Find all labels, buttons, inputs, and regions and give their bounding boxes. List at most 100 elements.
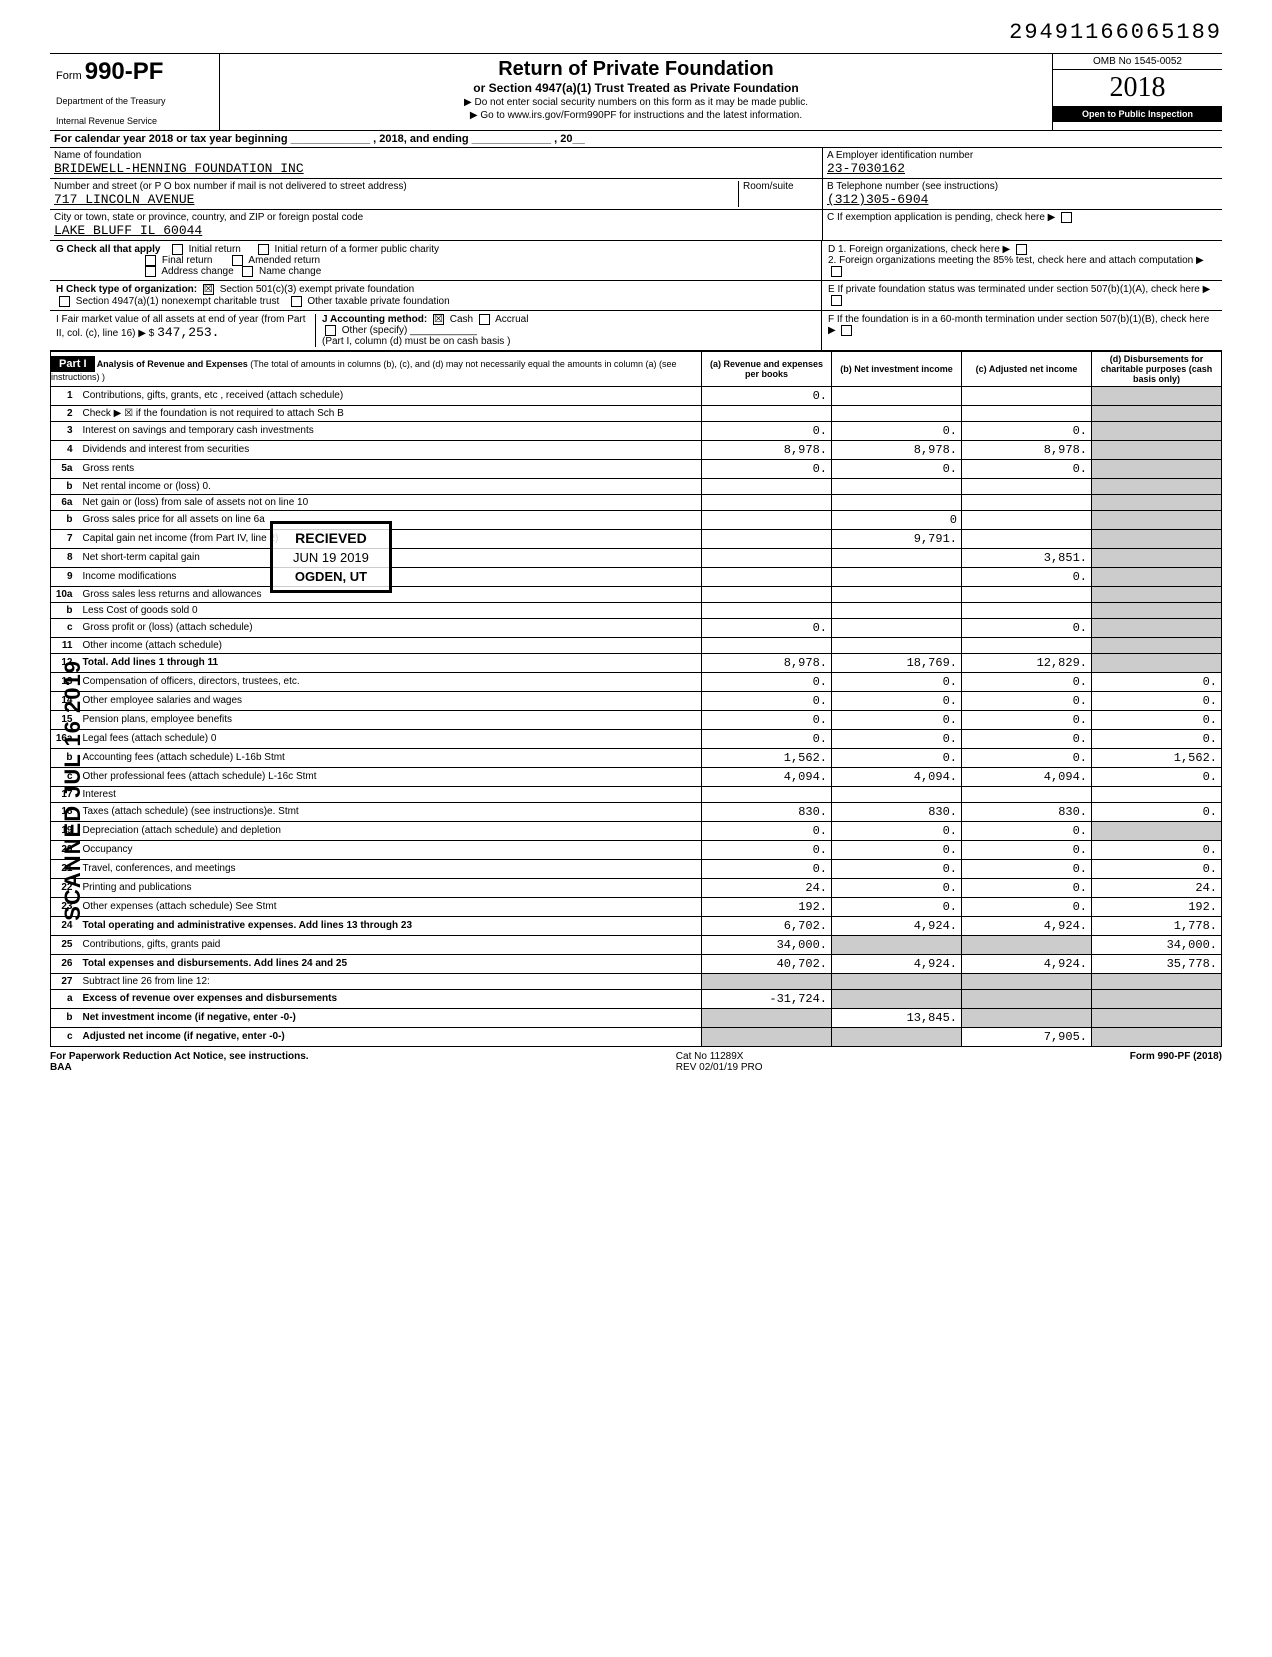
table-row: 10aGross sales less returns and allowanc… — [51, 586, 1222, 602]
col-d-value — [1092, 1027, 1222, 1046]
line-description: Total operating and administrative expen… — [79, 916, 702, 935]
col-a-value — [702, 510, 832, 529]
initial-former-checkbox[interactable] — [258, 244, 269, 255]
line-number: b — [51, 478, 79, 494]
footer-baa: BAA — [50, 1062, 72, 1073]
foundation-name: BRIDEWELL-HENNING FOUNDATION INC — [54, 161, 818, 176]
col-d-value: 1,562. — [1092, 748, 1222, 767]
col-a-value: 0. — [702, 421, 832, 440]
table-row: 7Capital gain net income (from Part IV, … — [51, 529, 1222, 548]
col-d-value — [1092, 637, 1222, 653]
col-c-value: 0. — [962, 897, 1092, 916]
line-number: b — [51, 510, 79, 529]
col-c-value — [962, 586, 1092, 602]
table-row: 23Other expenses (attach schedule) See S… — [51, 897, 1222, 916]
city-label: City or town, state or province, country… — [54, 212, 818, 223]
col-b-value: 13,845. — [832, 1008, 962, 1027]
name-change-checkbox[interactable] — [242, 266, 253, 277]
col-d-value: 0. — [1092, 710, 1222, 729]
form-subtitle: or Section 4947(a)(1) Trust Treated as P… — [228, 81, 1044, 95]
initial-checkbox[interactable] — [172, 244, 183, 255]
amended-checkbox[interactable] — [232, 255, 243, 266]
col-c-value — [962, 637, 1092, 653]
part1-title: Analysis of Revenue and Expenses — [97, 359, 248, 369]
col-c-value: 830. — [962, 802, 1092, 821]
line-number: 14 — [51, 691, 79, 710]
col-c-value: 0. — [962, 710, 1092, 729]
g-label: G Check all that apply — [56, 244, 160, 255]
h-other-checkbox[interactable] — [291, 296, 302, 307]
table-row: 5aGross rents0.0.0. — [51, 459, 1222, 478]
col-b-value — [832, 386, 962, 405]
line-number: 6a — [51, 494, 79, 510]
table-row: aExcess of revenue over expenses and dis… — [51, 989, 1222, 1008]
j-other: Other (specify) — [342, 325, 408, 336]
line-number: 27 — [51, 973, 79, 989]
table-row: 15Pension plans, employee benefits0.0.0.… — [51, 710, 1222, 729]
line-description: Taxes (attach schedule) (see instruction… — [79, 802, 702, 821]
table-row: cAdjusted net income (if negative, enter… — [51, 1027, 1222, 1046]
col-a-value: 830. — [702, 802, 832, 821]
table-row: bNet rental income or (loss) 0. — [51, 478, 1222, 494]
col-d-value — [1092, 529, 1222, 548]
col-c-value — [962, 973, 1092, 989]
col-b-value — [832, 1027, 962, 1046]
j-other-checkbox[interactable] — [325, 325, 336, 336]
col-a-value: -31,724. — [702, 989, 832, 1008]
col-b-value: 18,769. — [832, 653, 962, 672]
j-accrual-checkbox[interactable] — [479, 314, 490, 325]
col-b-value — [832, 989, 962, 1008]
d1-checkbox[interactable] — [1016, 244, 1027, 255]
line-description: Printing and publications — [79, 878, 702, 897]
g-initial-former: Initial return of a former public charit… — [275, 244, 440, 255]
col-a-value: 0. — [702, 821, 832, 840]
col-a-value: 0. — [702, 459, 832, 478]
line-description: Less Cost of goods sold 0 — [79, 602, 702, 618]
col-b-value — [832, 602, 962, 618]
h-4947-checkbox[interactable] — [59, 296, 70, 307]
col-c-value: 0. — [962, 672, 1092, 691]
table-row: 13Compensation of officers, directors, t… — [51, 672, 1222, 691]
line-description: Total. Add lines 1 through 11 — [79, 653, 702, 672]
col-b-value — [832, 973, 962, 989]
e-checkbox[interactable] — [831, 295, 842, 306]
col-a-value: 4,094. — [702, 767, 832, 786]
j-cash-checkbox[interactable]: ☒ — [433, 314, 444, 325]
g-amended: Amended return — [248, 255, 320, 266]
col-c-value: 0. — [962, 729, 1092, 748]
line-description: Excess of revenue over expenses and disb… — [79, 989, 702, 1008]
col-d-value — [1092, 494, 1222, 510]
col-c-value: 0. — [962, 748, 1092, 767]
j-note: (Part I, column (d) must be on cash basi… — [322, 336, 510, 347]
footer-notice: For Paperwork Reduction Act Notice, see … — [50, 1051, 309, 1062]
line-number: c — [51, 618, 79, 637]
c-checkbox[interactable] — [1061, 212, 1072, 223]
line-description: Dividends and interest from securities — [79, 440, 702, 459]
col-c-value: 0. — [962, 840, 1092, 859]
form-note-2: ▶ Go to www.irs.gov/Form990PF for instru… — [228, 110, 1044, 121]
table-row: 27Subtract line 26 from line 12: — [51, 973, 1222, 989]
d2-checkbox[interactable] — [831, 266, 842, 277]
form-number: 990-PF — [85, 58, 164, 85]
table-row: 20Occupancy0.0.0.0. — [51, 840, 1222, 859]
col-a-header: (a) Revenue and expenses per books — [702, 351, 832, 386]
col-b-value: 0. — [832, 421, 962, 440]
col-b-header: (b) Net investment income — [832, 351, 962, 386]
table-row: 8Net short-term capital gain3,851. — [51, 548, 1222, 567]
omb-number: OMB No 1545-0052 — [1053, 54, 1222, 70]
line-number: 16a — [51, 729, 79, 748]
col-c-value: 12,829. — [962, 653, 1092, 672]
addr-change-checkbox[interactable] — [145, 266, 156, 277]
col-b-value — [832, 548, 962, 567]
g-addr-change: Address change — [161, 266, 233, 277]
col-b-value: 0. — [832, 459, 962, 478]
f-checkbox[interactable] — [841, 325, 852, 336]
col-d-value: 0. — [1092, 840, 1222, 859]
h-501-checkbox[interactable]: ☒ — [203, 284, 214, 295]
col-c-value: 0. — [962, 821, 1092, 840]
final-checkbox[interactable] — [145, 255, 156, 266]
line-description: Other expenses (attach schedule) See Stm… — [79, 897, 702, 916]
line-description: Other income (attach schedule) — [79, 637, 702, 653]
col-d-value: 0. — [1092, 672, 1222, 691]
table-row: 16aLegal fees (attach schedule) 00.0.0.0… — [51, 729, 1222, 748]
